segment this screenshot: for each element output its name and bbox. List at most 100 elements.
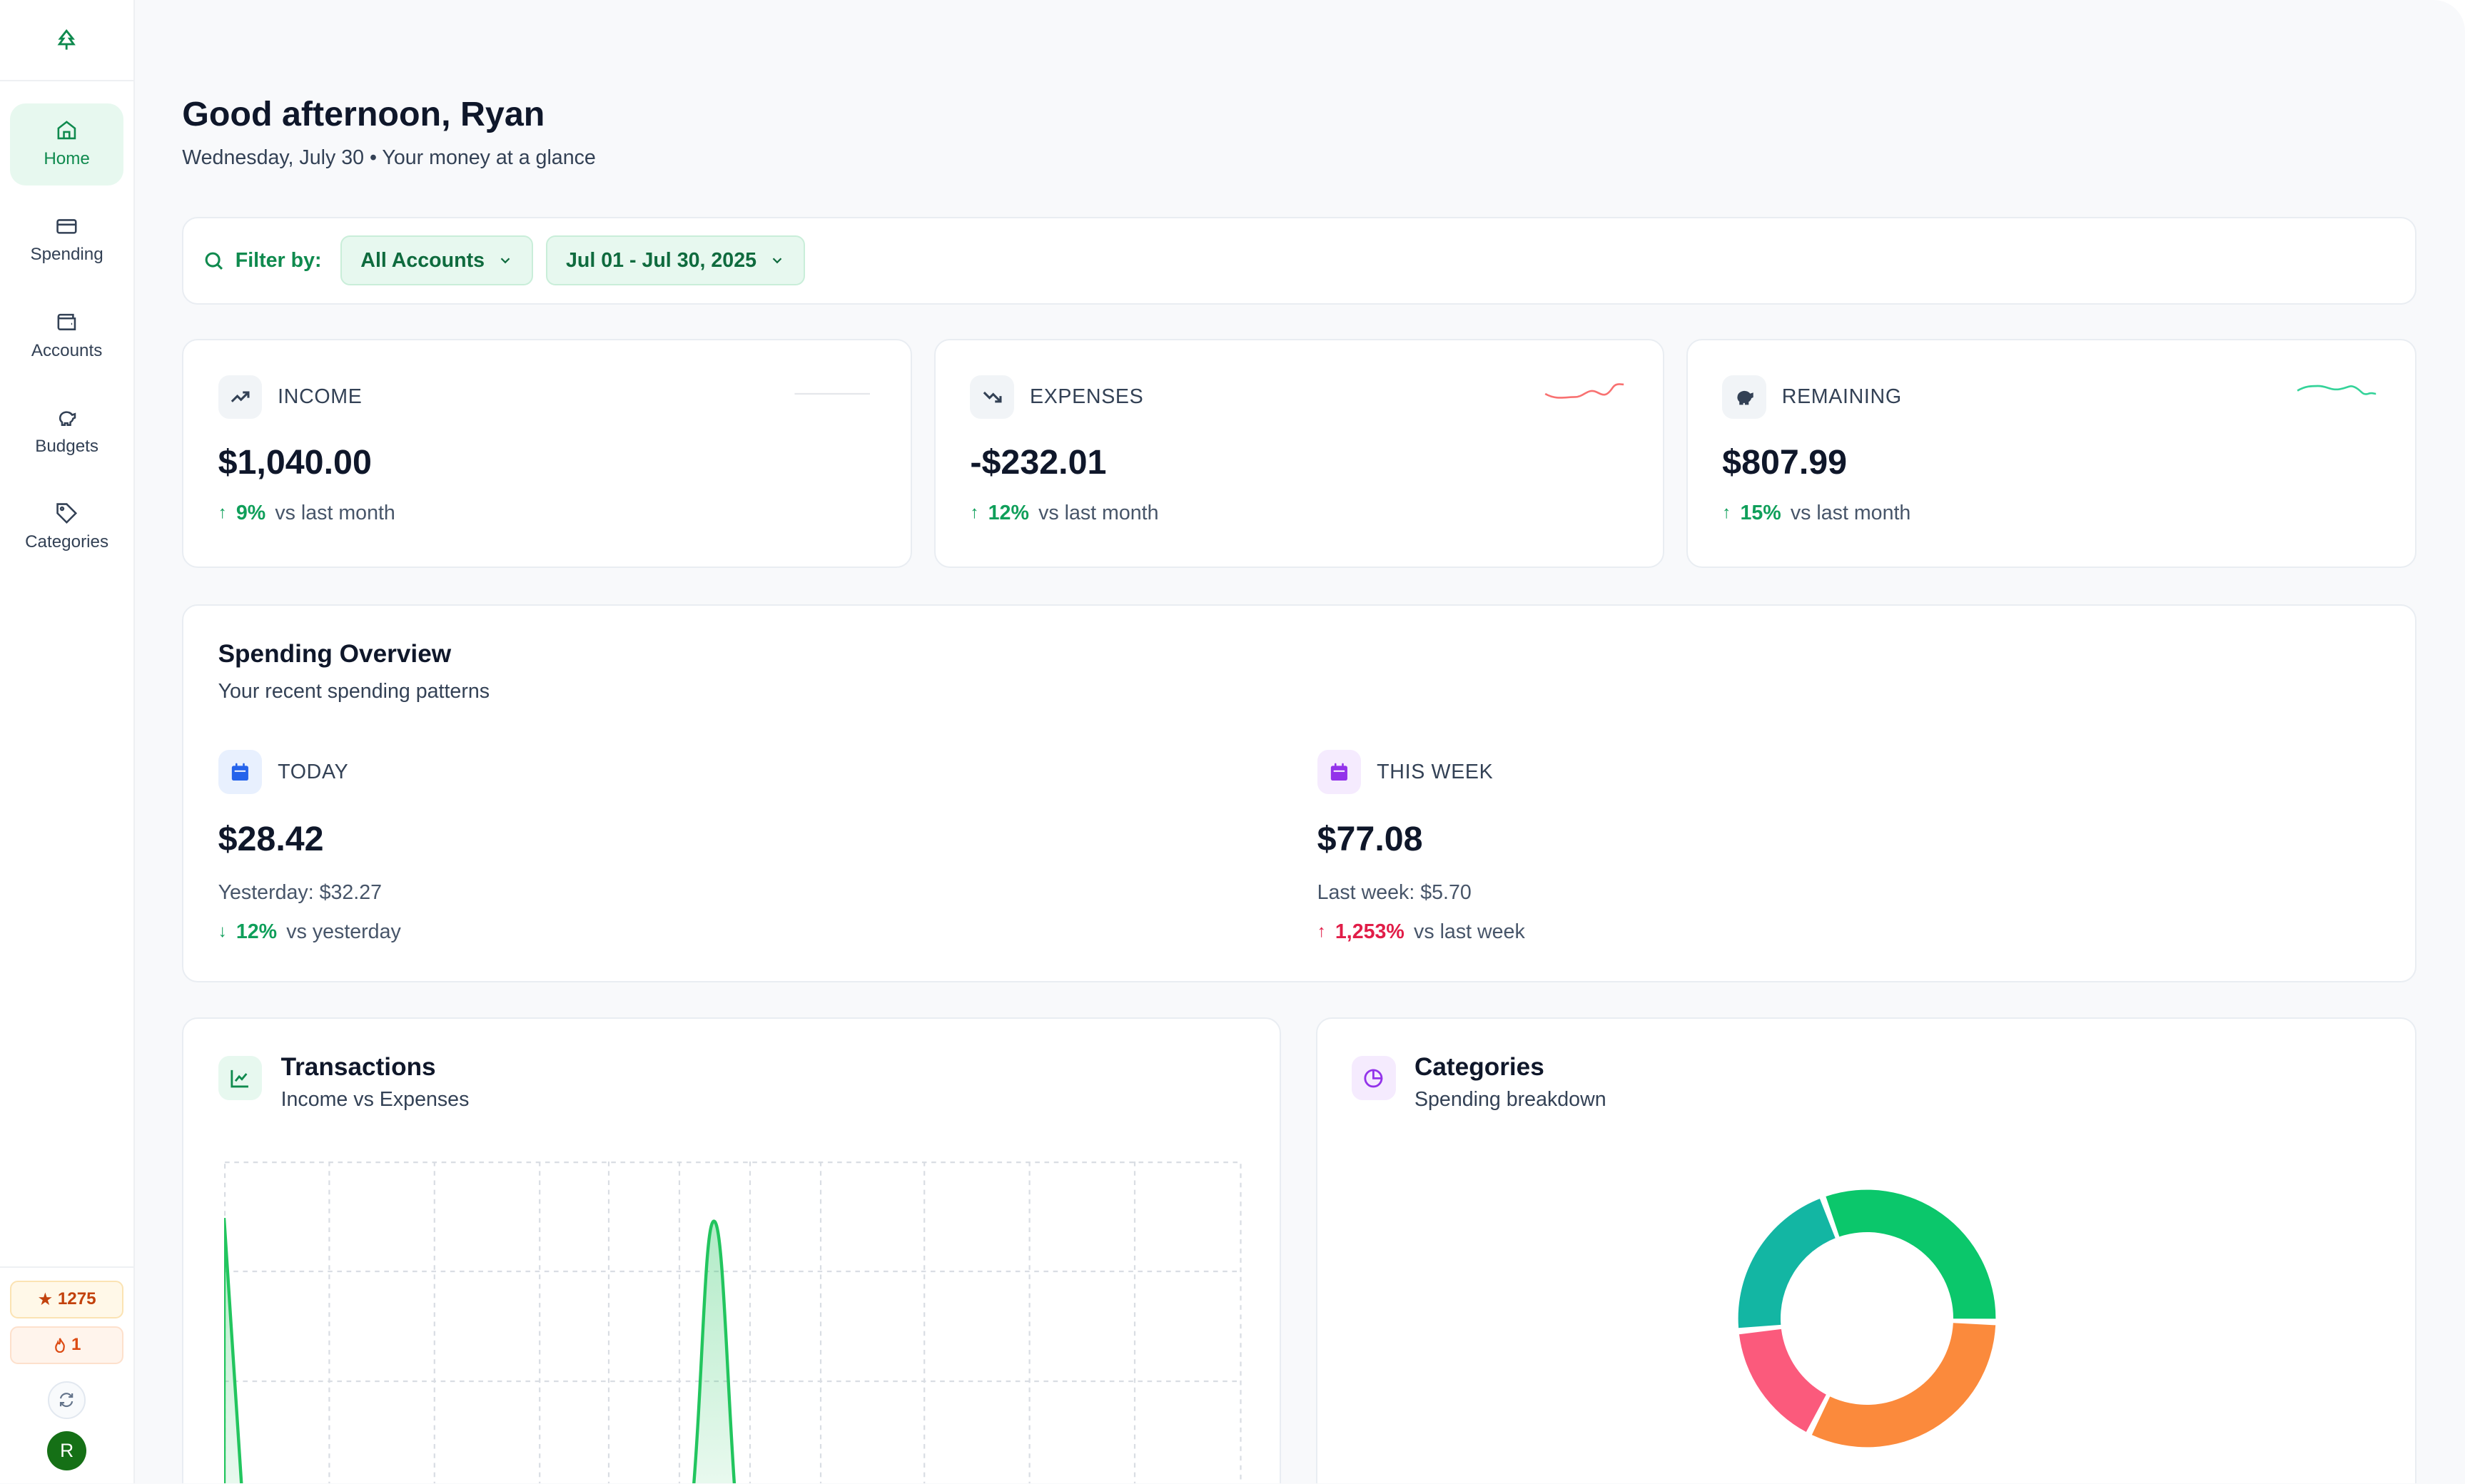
- search-icon: [205, 252, 223, 270]
- summary-label: TODAY: [278, 760, 349, 783]
- chevron-down-icon: [500, 258, 510, 264]
- wallet-icon: [57, 313, 76, 330]
- sidebar-footer: ★ 1275 1 R: [0, 1266, 134, 1483]
- summary-previous: Yesterday: $32.27: [218, 880, 383, 904]
- star-icon: ★: [37, 1289, 54, 1309]
- stat-title: INCOME: [278, 385, 363, 408]
- sidebar-item-label: Home: [44, 149, 90, 169]
- stat-change-caption: vs last month: [1038, 501, 1159, 524]
- page-subtitle: Wednesday, July 30 • Your money at a gla…: [182, 146, 596, 169]
- account-filter-value: All Accounts: [360, 248, 485, 272]
- income-card[interactable]: INCOME $1,040.00 ↑ 9% vs last month: [182, 339, 913, 569]
- avatar[interactable]: R: [47, 1431, 87, 1471]
- summary-value: $77.08: [1317, 820, 1423, 859]
- stat-title: REMAINING: [1781, 385, 1902, 408]
- donut-slice-2[interactable]: [1738, 1328, 1826, 1432]
- filter-label: Filter by:: [203, 249, 322, 273]
- refresh-icon: [60, 1393, 74, 1408]
- expenses-sparkline: [1544, 383, 1624, 399]
- home-icon: [57, 121, 76, 140]
- summary-change-caption: vs yesterday: [286, 920, 401, 943]
- sync-button[interactable]: [48, 1381, 86, 1419]
- sidebar-item-budgets[interactable]: Budgets: [10, 391, 123, 472]
- donut-slice-3[interactable]: [1738, 1198, 1836, 1328]
- week-summary[interactable]: THIS WEEK $77.08 Last week: $5.70 ↑ 1,25…: [1317, 750, 1525, 944]
- sidebar-item-label: Spending: [30, 245, 103, 265]
- summary-change-caption: vs last week: [1414, 920, 1525, 943]
- panel-title: Transactions: [280, 1052, 436, 1081]
- transactions-chart: [224, 1161, 1242, 1483]
- streak-badge[interactable]: 1: [10, 1326, 123, 1364]
- arrow-up-icon: ↑: [970, 503, 979, 523]
- sidebar-item-label: Categories: [25, 532, 109, 552]
- points-badge[interactable]: ★ 1275: [10, 1281, 123, 1318]
- calendar-icon: [218, 750, 263, 794]
- donut-slice-1[interactable]: [1811, 1323, 1995, 1448]
- trending-up-icon: [218, 375, 263, 420]
- date-range-value: Jul 01 - Jul 30, 2025: [565, 248, 757, 272]
- flame-icon: [54, 1338, 65, 1353]
- summary-value: $28.42: [218, 820, 324, 859]
- panel-subtitle: Income vs Expenses: [280, 1087, 470, 1111]
- income-spike: [692, 1219, 737, 1483]
- arrow-down-icon: ↓: [218, 922, 227, 942]
- sidebar-item-home[interactable]: Home: [10, 103, 123, 186]
- pie-chart-icon: [1351, 1056, 1396, 1100]
- summary-change-percent: 1,253%: [1335, 920, 1404, 943]
- stat-change-percent: 15%: [1740, 501, 1781, 524]
- arrow-up-icon: ↑: [1317, 922, 1326, 942]
- section-title: Spending Overview: [218, 640, 452, 669]
- piggy-bank-icon: [1722, 375, 1766, 420]
- summary-label: THIS WEEK: [1377, 760, 1494, 783]
- stat-value: $807.99: [1722, 443, 1848, 482]
- sidebar-item-label: Accounts: [31, 340, 103, 360]
- main-content: Good afternoon, Ryan Wednesday, July 30 …: [135, 0, 2465, 1483]
- sidebar-item-label: Budgets: [35, 436, 98, 456]
- streak-count: 1: [71, 1335, 81, 1355]
- line-chart-icon: [218, 1056, 263, 1100]
- page-title: Good afternoon, Ryan: [182, 95, 545, 133]
- panel-title: Categories: [1414, 1052, 1544, 1081]
- spending-overview-card: Spending Overview Your recent spending p…: [182, 604, 2416, 983]
- panel-subtitle: Spending breakdown: [1414, 1087, 1606, 1111]
- chevron-down-icon: [772, 258, 781, 264]
- sidebar-item-spending[interactable]: Spending: [10, 199, 123, 280]
- stat-change-percent: 9%: [236, 501, 266, 524]
- stat-title: EXPENSES: [1029, 385, 1144, 408]
- sidebar-item-accounts[interactable]: Accounts: [10, 295, 123, 377]
- tree-logo-icon: [57, 29, 76, 50]
- donut-slice-0[interactable]: [1825, 1189, 1995, 1319]
- remaining-sparkline: [2297, 385, 2376, 395]
- sidebar: Home Spending Accounts Budgets Categorie…: [0, 0, 136, 1483]
- app-logo[interactable]: [0, 0, 134, 82]
- categories-donut-chart: [1738, 1189, 1995, 1448]
- today-summary[interactable]: TODAY $28.42 Yesterday: $32.27 ↓ 12% vs …: [218, 750, 401, 944]
- credit-card-icon: [56, 218, 77, 234]
- date-range-dropdown[interactable]: Jul 01 - Jul 30, 2025: [545, 235, 805, 286]
- income-sparkline: [794, 392, 870, 395]
- sidebar-item-categories[interactable]: Categories: [10, 487, 123, 568]
- summary-change-percent: 12%: [236, 920, 278, 943]
- categories-card: Categories Spending breakdown: [1315, 1017, 2416, 1483]
- expenses-card[interactable]: EXPENSES -$232.01 ↑ 12% vs last month: [933, 339, 1664, 569]
- stat-change-caption: vs last month: [275, 501, 395, 524]
- stat-value: $1,040.00: [218, 443, 372, 482]
- calendar-icon: [1317, 750, 1362, 794]
- remaining-card[interactable]: REMAINING $807.99 ↑ 15% vs last month: [1686, 339, 2416, 569]
- trending-down-icon: [970, 375, 1014, 420]
- section-subtitle: Your recent spending patterns: [218, 679, 490, 703]
- window-corner: [2386, 0, 2465, 31]
- stat-change-percent: 12%: [988, 501, 1029, 524]
- account-filter-dropdown[interactable]: All Accounts: [340, 235, 533, 286]
- points-count: 1275: [57, 1289, 96, 1309]
- transactions-card: Transactions Income vs Expenses: [182, 1017, 1282, 1483]
- filter-label-text: Filter by:: [235, 248, 322, 272]
- piggy-bank-icon: [59, 411, 76, 426]
- summary-previous: Last week: $5.70: [1317, 880, 1472, 904]
- stat-value: -$232.01: [970, 443, 1107, 482]
- stat-change-caption: vs last month: [1790, 501, 1911, 524]
- sidebar-nav: Home Spending Accounts Budgets Categorie…: [0, 81, 133, 568]
- arrow-up-icon: ↑: [1722, 503, 1731, 523]
- tag-icon: [56, 503, 78, 524]
- income-area: [224, 1217, 243, 1483]
